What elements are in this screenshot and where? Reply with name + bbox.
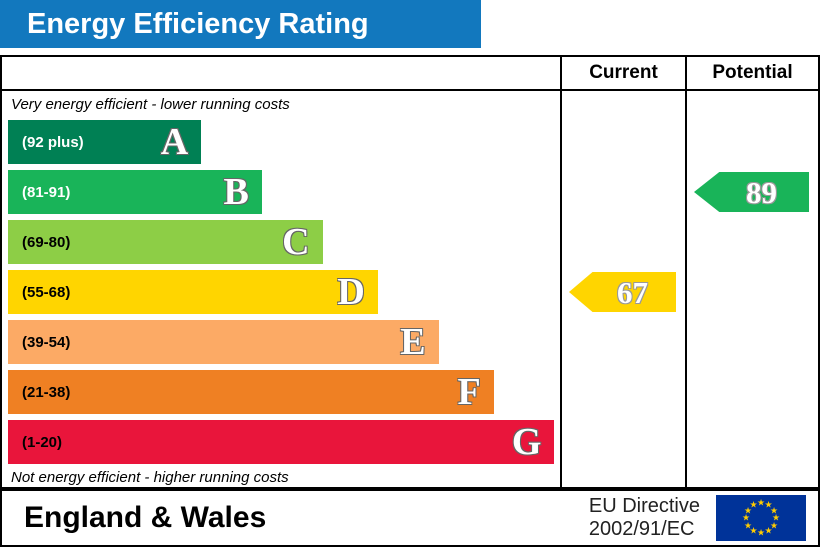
current-rating-arrow: 67 <box>569 272 676 312</box>
footer-bar: England & Wales EU Directive 2002/91/EC … <box>0 489 820 547</box>
band-range-label: (39-54) <box>22 333 71 351</box>
eu-flag-star: ★ <box>756 527 766 538</box>
chart-area: Very energy efficient - lower running co… <box>2 91 560 487</box>
band-letter: B <box>223 171 249 213</box>
rating-bands: (92 plus) A (81-91) B (69-80) C (55-68) D (39-54… <box>2 117 560 467</box>
title-bar: Energy Efficiency Rating <box>0 0 481 48</box>
table-header-row: Current Potential <box>2 57 818 91</box>
band-bar-f: (21-38) F <box>8 370 494 414</box>
page-title: Energy Efficiency Rating <box>27 7 369 40</box>
band-row-c: (69-80) C <box>8 217 560 267</box>
band-row-a: (92 plus) A <box>8 117 560 167</box>
band-bar-g: (1-20) G <box>8 420 555 464</box>
band-range-label: (81-91) <box>22 183 71 201</box>
eu-directive-label: EU Directive 2002/91/EC <box>589 495 700 541</box>
band-letter: F <box>457 371 481 413</box>
potential-rating-column: 89 <box>685 91 818 487</box>
eu-flag-star: ★ <box>743 520 753 530</box>
band-range-label: (69-80) <box>22 233 71 251</box>
band-row-b: (81-91) B <box>8 167 560 217</box>
potential-column-header: Potential <box>685 57 818 89</box>
eu-flag-icon: ★ ★ ★ ★ ★ ★ ★ ★ ★ ★ ★ ★ <box>716 495 806 541</box>
eu-directive-line1: EU Directive <box>588 495 700 517</box>
eu-flag-star: ★ <box>749 525 758 536</box>
efficient-note: Very energy efficient - lower running co… <box>11 95 290 113</box>
eu-flag-star: ★ <box>749 499 758 510</box>
band-range-label: (92 plus) <box>22 133 84 151</box>
band-row-f: (21-38) F <box>8 367 560 417</box>
current-column-header: Current <box>560 57 685 89</box>
eu-flag-star: ★ <box>769 505 779 515</box>
band-bar-e: (39-54) E <box>8 320 439 364</box>
inefficient-note: Not energy efficient - higher running co… <box>11 468 289 486</box>
band-letter: G <box>511 421 542 463</box>
table-body-row: Very energy efficient - lower running co… <box>2 91 818 487</box>
band-letter: C <box>282 221 310 263</box>
eu-directive-line2: 2002/91/EC <box>588 518 695 540</box>
band-range-label: (1-20) <box>22 433 63 451</box>
eu-flag-star: ★ <box>764 499 773 510</box>
rating-table: Current Potential Very energy efficient … <box>0 55 820 489</box>
eu-flag-star: ★ <box>771 512 781 523</box>
potential-rating-arrow: 89 <box>694 172 809 212</box>
eu-flag-star: ★ <box>756 497 766 508</box>
chart-column-header <box>2 57 560 89</box>
eu-flag-star: ★ <box>743 505 753 515</box>
band-letter: A <box>160 121 189 163</box>
footer-region-label: England & Wales <box>24 501 267 534</box>
band-bar-c: (69-80) C <box>8 220 323 264</box>
band-bar-b: (81-91) B <box>8 170 262 214</box>
band-range-label: (55-68) <box>22 283 71 301</box>
eu-flag-star: ★ <box>764 525 773 536</box>
current-rating-column: 67 <box>560 91 685 487</box>
eu-flag-star: ★ <box>741 512 751 523</box>
band-bar-d: (55-68) D <box>8 270 378 314</box>
potential-rating-value: 89 <box>746 174 777 210</box>
band-bar-a: (92 plus) A <box>8 120 202 164</box>
band-letter: D <box>337 271 365 313</box>
band-row-g: (1-20) G <box>8 417 560 467</box>
band-row-d: (55-68) D <box>8 267 560 317</box>
band-letter: E <box>400 321 426 363</box>
current-rating-value: 67 <box>617 274 648 310</box>
band-row-e: (39-54) E <box>8 317 560 367</box>
band-range-label: (21-38) <box>22 383 71 401</box>
eu-flag-star: ★ <box>769 520 779 530</box>
